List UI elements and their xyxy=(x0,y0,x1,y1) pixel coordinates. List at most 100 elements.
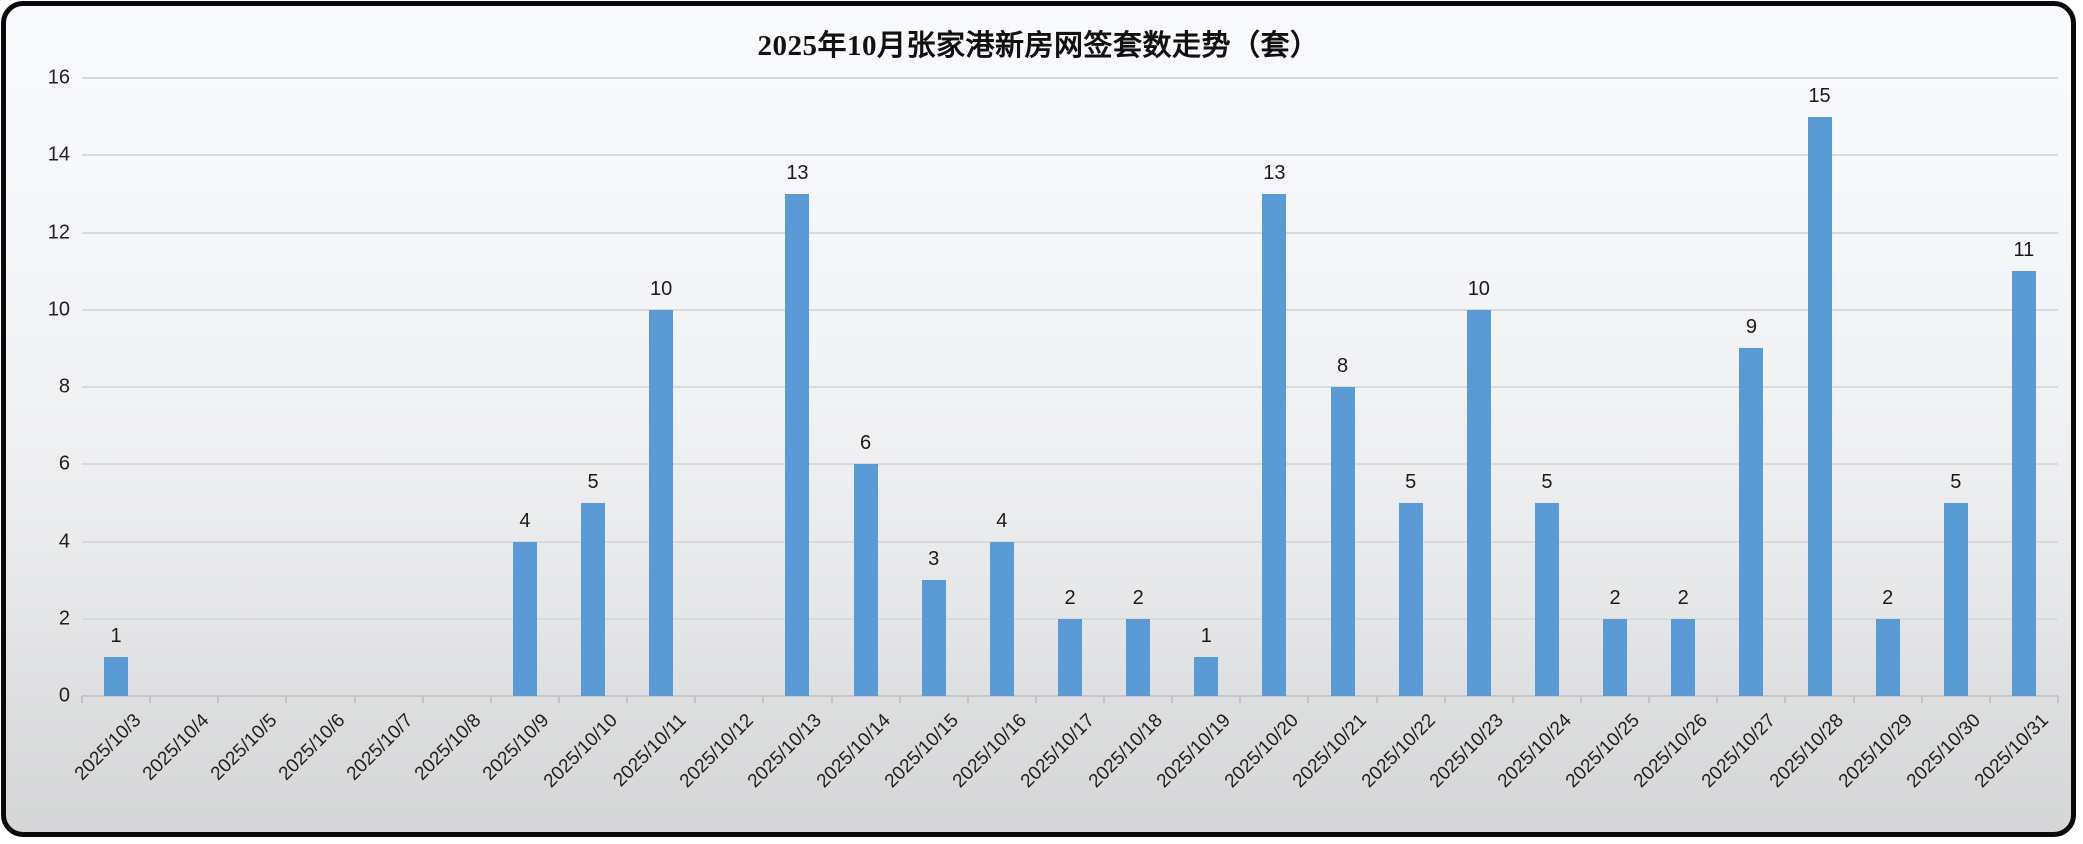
x-axis-tick xyxy=(1239,696,1242,703)
gridline xyxy=(82,308,2058,311)
x-tick-label: 2025/10/3 xyxy=(70,710,145,785)
x-axis-tick xyxy=(1307,696,1310,703)
bar-value-label: 2 xyxy=(1882,586,1894,609)
x-axis-tick xyxy=(353,696,356,703)
bar xyxy=(1534,502,1559,696)
bar-value-label: 1 xyxy=(1200,625,1212,648)
x-tick-label: 2025/10/10 xyxy=(539,710,622,793)
bar xyxy=(581,502,606,696)
bar-value-label: 6 xyxy=(860,432,872,455)
bar-value-label: 9 xyxy=(1745,316,1757,339)
x-axis-tick xyxy=(1103,696,1106,703)
x-axis-tick xyxy=(1852,696,1855,703)
bar xyxy=(1194,657,1219,696)
x-axis-tick xyxy=(2057,696,2059,703)
bar-value-label: 8 xyxy=(1336,355,1349,377)
bar-value-label: 2 xyxy=(1609,586,1621,609)
y-tick-label: 10 xyxy=(47,298,70,321)
bar xyxy=(1466,309,1491,696)
x-axis-tick xyxy=(966,696,969,703)
x-axis-tick xyxy=(1648,696,1651,703)
x-axis-tick xyxy=(1580,696,1583,703)
bar xyxy=(1330,387,1355,696)
bar xyxy=(989,541,1014,696)
bar-value-label: 1 xyxy=(110,625,122,648)
x-axis-tick xyxy=(898,696,901,703)
x-axis-tick xyxy=(1171,696,1174,703)
bar xyxy=(104,657,129,696)
plot-area: 0 2 4 6 8 10 12 14 16 1 2025/10/3 2025/10/4 2025/10/… xyxy=(48,67,2059,792)
x-tick-label: 2025/10/28 xyxy=(1766,710,1849,793)
bar-value-label: 3 xyxy=(928,548,940,571)
gridline xyxy=(82,386,2058,388)
bar xyxy=(1739,348,1764,696)
x-axis-tick xyxy=(1988,696,1991,703)
x-tick-label: 2025/10/5 xyxy=(206,710,282,785)
x-axis-tick xyxy=(626,696,629,703)
bar-value-label: 2 xyxy=(1132,586,1144,609)
y-tick-label: 8 xyxy=(58,375,70,398)
bar xyxy=(512,541,537,696)
y-tick-label: 4 xyxy=(58,530,70,552)
x-tick-label: 2025/10/21 xyxy=(1289,710,1372,793)
bar-value-label: 13 xyxy=(1263,161,1286,184)
bar xyxy=(1671,618,1696,696)
gridline xyxy=(82,540,2058,543)
y-tick-label: 14 xyxy=(47,143,70,166)
gridline xyxy=(82,231,2058,234)
bar-value-label: 15 xyxy=(1808,84,1831,107)
gridline xyxy=(82,154,2058,157)
bar xyxy=(1262,193,1287,696)
bar-value-label: 10 xyxy=(1467,277,1490,300)
x-tick-label: 2025/10/4 xyxy=(138,710,214,785)
x-axis-line xyxy=(82,695,2058,697)
x-axis-tick xyxy=(557,696,560,703)
x-axis-tick xyxy=(81,696,83,703)
bar-value-label: 11 xyxy=(2013,239,2035,262)
x-axis-tick xyxy=(1920,696,1923,703)
bar-value-label: 2 xyxy=(1064,586,1076,609)
bar xyxy=(649,309,674,696)
bar-value-label: 2 xyxy=(1677,586,1689,609)
x-axis-tick xyxy=(1784,696,1787,703)
bar xyxy=(1058,618,1082,696)
x-axis-tick xyxy=(285,696,288,703)
bar-value-label: 5 xyxy=(1950,470,1962,493)
bar xyxy=(785,193,810,696)
bar-value-label: 4 xyxy=(519,509,531,532)
y-tick-label: 12 xyxy=(47,221,70,243)
x-tick-label: 2025/10/14 xyxy=(812,710,895,793)
bar-value-label: 5 xyxy=(1541,470,1553,493)
bar xyxy=(1126,618,1151,696)
x-tick-label: 2025/10/13 xyxy=(744,710,827,793)
x-axis-tick xyxy=(421,696,424,703)
x-axis-tick xyxy=(762,696,765,703)
bar xyxy=(1603,618,1628,696)
gridline xyxy=(82,77,2058,79)
x-axis-tick xyxy=(149,696,152,703)
bar-value-label: 5 xyxy=(1405,470,1417,493)
bar xyxy=(853,464,878,696)
x-axis-tick xyxy=(1511,696,1514,703)
bar xyxy=(2011,271,2036,696)
y-tick-label: 6 xyxy=(58,452,70,475)
bar xyxy=(1807,116,1832,696)
bar-value-label: 10 xyxy=(650,277,673,300)
chart-title: 2025年10月张家港新房网签套数走势（套） xyxy=(757,30,1320,62)
bar-value-label: 4 xyxy=(996,509,1008,532)
bar-value-label: 5 xyxy=(587,470,599,493)
x-axis-tick xyxy=(217,696,220,703)
x-axis-tick xyxy=(830,696,833,703)
x-tick-label: 2025/10/29 xyxy=(1834,710,1917,793)
x-axis-tick xyxy=(694,696,697,703)
bar xyxy=(1875,618,1900,696)
x-axis-tick xyxy=(1375,696,1378,703)
x-axis-tick xyxy=(1716,696,1719,703)
bar xyxy=(921,580,946,696)
x-axis-tick xyxy=(1034,696,1037,703)
y-tick-label: 2 xyxy=(58,607,70,630)
gridline xyxy=(82,463,2058,466)
x-axis-tick xyxy=(489,696,492,703)
